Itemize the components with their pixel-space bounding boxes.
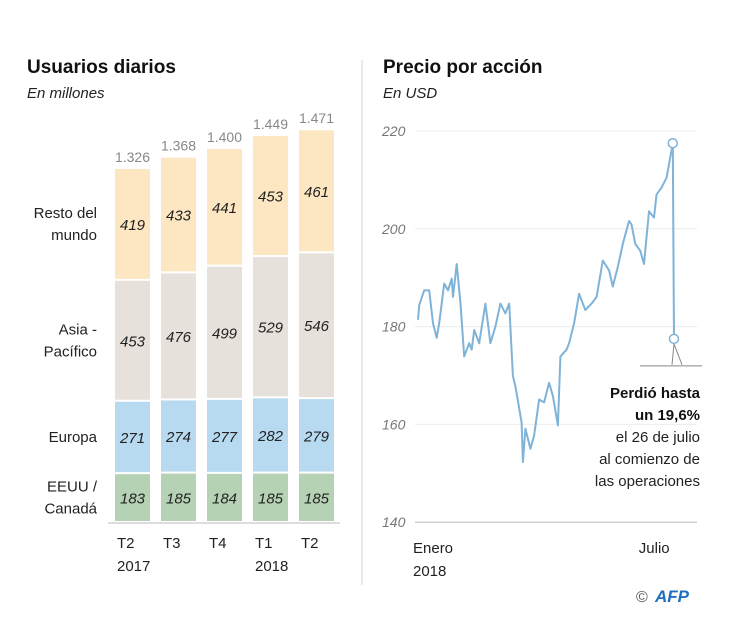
series-label: Pacífico [44,343,97,360]
bar-value-label: 546 [304,318,330,335]
copyright-symbol: © [636,589,648,606]
bar-total-label: 1.449 [253,116,288,132]
bar-value-label: 453 [120,333,146,350]
bar-total-label: 1.471 [299,110,334,126]
bar-segment [115,401,150,473]
bar-chart-title: Usuarios diarios [27,57,176,78]
bar-value-label: 499 [212,325,238,342]
afp-logo: AFP [654,587,690,606]
x-tick-label: T2 [117,535,135,552]
bar-total-label: 1.400 [207,129,242,145]
x-tick-label: T2 [301,535,319,552]
bar-value-label: 184 [212,490,237,507]
series-label: Resto del [34,205,97,222]
line-chart: 140 160 180 200 220 Enero 2018 Julio Perdió hast… [381,123,702,580]
bar-chart-subtitle: En millones [27,85,105,102]
bar-segment [115,168,150,279]
bar-segment [253,136,288,256]
price-marker [668,333,680,345]
series-label: Canadá [44,501,97,518]
x-tick-label: T1 [255,535,273,552]
annotation-text: el 26 de julio [616,429,700,446]
y-tick-label: 180 [382,319,406,335]
bar-value-label: 271 [119,430,145,447]
y-tick-label: 200 [381,221,406,237]
bar-value-label: 529 [258,320,284,337]
x-tick-label: T3 [163,535,181,552]
bar-segment [161,400,196,472]
bar-segment [253,257,288,397]
bar-segment [299,253,334,398]
bar-value-label: 185 [258,490,284,507]
bar-total-label: 1.368 [161,138,196,154]
bar-segment [207,473,242,521]
bar-value-label: 441 [212,200,237,217]
bar-value-label: 461 [304,184,329,201]
bar-value-label: 185 [304,490,330,507]
bar-segment [161,157,196,272]
bar-value-label: 419 [120,217,146,234]
x-tick-label: Enero [413,540,453,557]
x-tick-label: T4 [209,535,227,552]
bar-segment [207,148,242,265]
annotation-text: Perdió hasta [610,385,701,402]
bar-value-label: 433 [166,208,192,225]
bar-value-label: 476 [166,329,192,346]
bar-segment [299,473,334,521]
y-tick-label: 140 [382,514,406,530]
bar-segment [207,399,242,472]
series-label: mundo [51,227,97,244]
bar-value-label: 282 [257,428,284,445]
annotation-leader [640,343,702,367]
bar-segment [115,280,150,400]
bar-segment [299,130,334,252]
annotation-text: al comienzo de [599,451,700,468]
price-marker [667,137,679,149]
x-tick-year-label: 2018 [413,563,446,580]
annotation-text: un 19,6% [635,407,700,424]
bar-segment [207,266,242,398]
x-tick-year-label: 2018 [255,558,288,575]
bar-segment [299,399,334,472]
line-chart-title: Precio por acción [383,57,542,78]
bar-segment [253,473,288,521]
bar-segment [253,398,288,472]
bar-chart: 183 271 453 419 1.326 T2 2017 185 274 476 433 1.368… [34,110,340,575]
annotation-text: las operaciones [595,473,700,490]
bar-value-label: 453 [258,189,284,206]
bar-total-label: 1.326 [115,149,150,165]
afp-credit: © AFP [636,587,690,606]
bar-value-label: 185 [166,490,192,507]
bar-value-label: 277 [211,429,238,446]
bar-value-label: 183 [120,491,146,508]
bar-segment [161,273,196,399]
y-tick-label: 220 [381,123,406,139]
series-label: Europa [49,429,98,446]
x-tick-label: Julio [639,540,670,557]
price-line [417,142,675,464]
line-chart-subtitle: En USD [383,85,437,102]
bar-segment [161,473,196,521]
bar-value-label: 274 [165,429,191,446]
bar-segment [115,474,150,521]
series-label: EEUU / [47,479,98,496]
y-tick-label: 160 [382,416,406,432]
x-tick-year-label: 2017 [117,558,150,575]
series-label: Asia - [59,321,97,338]
bar-value-label: 279 [303,428,330,445]
